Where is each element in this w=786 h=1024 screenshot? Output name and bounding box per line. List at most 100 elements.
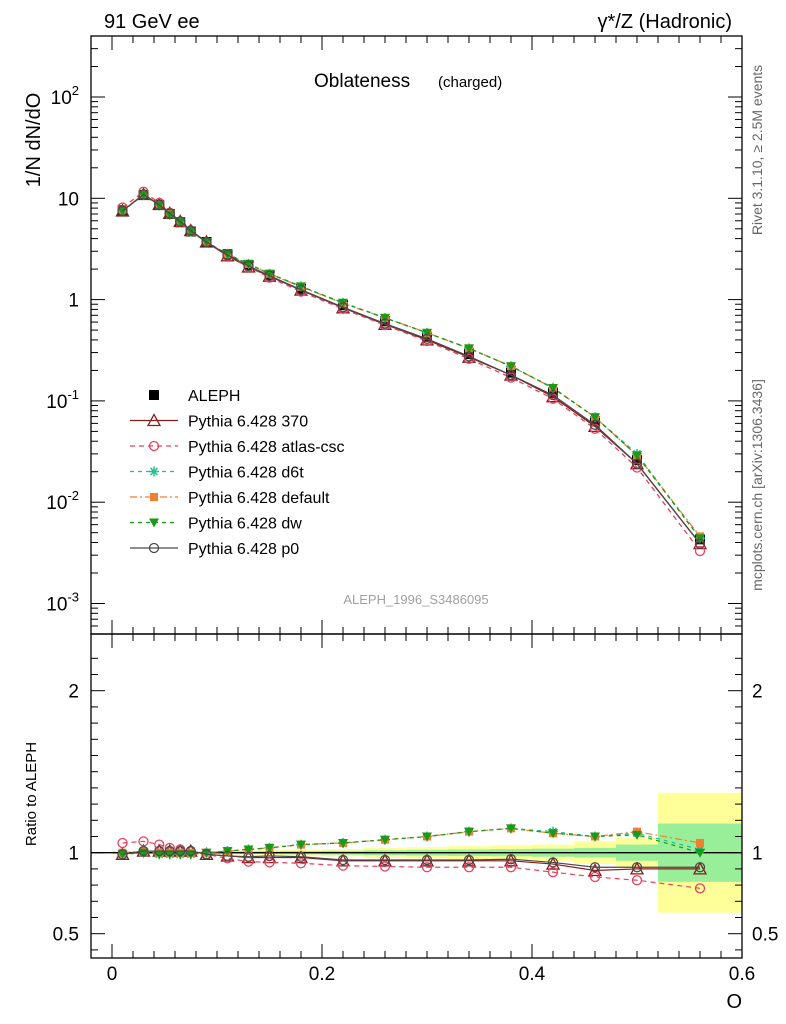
legend-label: ALEPH: [188, 388, 240, 405]
data-point: [548, 384, 558, 394]
chart-title: Oblateness: [314, 71, 410, 92]
ratio-y-tick-label: 0.5: [53, 925, 79, 946]
data-point: [463, 351, 475, 362]
plot-frames: [90, 35, 743, 959]
ratio-point: [164, 850, 175, 860]
ratio-point: [154, 850, 165, 860]
ratio-point: [264, 843, 275, 853]
data-point: [545, 389, 561, 403]
data-point: [380, 313, 390, 323]
x-tick-label: 0: [107, 964, 118, 985]
legend-label: Pythia 6.428 p0: [188, 541, 299, 558]
data-point: [264, 270, 275, 281]
axis-ticks: 10-3 10-2 10-1 1 10 102 0.5 0.5 1 1 2 2 0 0.2 0.4 0.6: [46, 35, 778, 985]
data-point: [185, 225, 196, 236]
y-tick-label: 10-3: [46, 590, 79, 616]
ratio-point: [117, 850, 128, 860]
data-point: [164, 208, 175, 219]
data-point: [295, 284, 307, 295]
data-point: [164, 210, 175, 220]
legend-label: Pythia 6.428 default: [188, 490, 330, 507]
ratio-point: [117, 849, 128, 860]
data-point: [117, 205, 128, 217]
data-point: [547, 389, 559, 401]
ratio-point: [138, 836, 149, 847]
ratio-point: [422, 832, 432, 842]
ratio-series-layer: [91, 823, 742, 894]
legend-label: Pythia 6.428 370: [188, 414, 308, 431]
ratio-point: [631, 875, 643, 886]
ratio-point: [695, 848, 705, 858]
ratio-point: [337, 860, 349, 871]
legend-marker: [146, 413, 162, 427]
ratio-point: [506, 824, 516, 834]
ratio-point: [631, 862, 643, 873]
ratio-point: [421, 862, 433, 873]
ratio-point: [295, 858, 307, 869]
data-point: [694, 545, 706, 557]
y-tick-label: 10-2: [46, 488, 79, 514]
ratio-point: [694, 883, 706, 894]
ratio-point: [421, 854, 433, 866]
data-point: [154, 199, 165, 211]
ratio-point: [590, 832, 600, 842]
ratio-y-tick-label: 1: [68, 844, 79, 865]
legend-label: Pythia 6.428 d6t: [188, 465, 304, 482]
ratio-point: [338, 838, 348, 848]
ratio-point: [185, 845, 196, 857]
y-tick-label: 1: [68, 291, 79, 312]
ratio-point: [464, 827, 474, 837]
ratio-point: [696, 838, 704, 847]
data-point: [185, 227, 196, 237]
ratio-point: [589, 862, 601, 873]
ratio-point: [154, 845, 165, 857]
x-tick-label: 0.2: [309, 964, 335, 985]
data-point: [175, 216, 186, 227]
data-point: [175, 218, 186, 228]
ratio-y-tick-label: 2: [68, 682, 79, 703]
data-point: [506, 362, 516, 372]
analysis-watermark: ALEPH_1996_S3486095: [343, 592, 488, 607]
mcplots-label: mcplots.cern.ch [arXiv:1306.3436]: [749, 379, 765, 591]
ratio-point: [505, 862, 517, 873]
data-point: [222, 249, 233, 261]
data-point: [296, 282, 306, 292]
ratio-point: [547, 857, 559, 868]
ratio-point: [545, 856, 561, 870]
ratio-point: [379, 861, 391, 872]
ratio-point: [379, 854, 391, 866]
ratio-point: [264, 850, 275, 862]
data-point: [422, 328, 432, 338]
ratio-point: [505, 854, 517, 865]
y-tick-label: 102: [51, 83, 79, 109]
data-point: [421, 333, 433, 344]
y-axis-label: 1/N dN/dO: [23, 93, 45, 187]
y-tick-label: 10-1: [46, 387, 79, 413]
ratio-point: [629, 861, 645, 875]
ratio-point: [503, 853, 519, 867]
legend-marker: [148, 440, 160, 452]
data-point: [461, 349, 477, 363]
legend-marker: [149, 390, 159, 400]
ratio-point: [243, 845, 254, 855]
data-point: [632, 451, 642, 461]
ratio-point: [175, 850, 186, 860]
ratio-point: [201, 849, 212, 860]
ratio-y-tick-label-right: 2: [752, 682, 763, 703]
header-left: 91 GeV ee: [104, 11, 200, 33]
x-tick-label: 0.4: [519, 964, 546, 985]
ratio-point: [117, 837, 128, 849]
ratio-point: [589, 871, 601, 883]
ratio-point: [262, 850, 277, 864]
ratio-point: [692, 861, 708, 875]
x-tick-label: 0.6: [729, 964, 755, 985]
ratio-point: [632, 830, 642, 840]
data-point: [379, 318, 391, 329]
data-point: [243, 260, 254, 272]
legend-label: Pythia 6.428 dw: [188, 516, 302, 533]
ratio-line: [122, 850, 700, 868]
data-point: [201, 236, 212, 248]
ratio-y-axis-label: Ratio to ALEPH: [23, 742, 40, 846]
ratio-point: [138, 845, 149, 857]
